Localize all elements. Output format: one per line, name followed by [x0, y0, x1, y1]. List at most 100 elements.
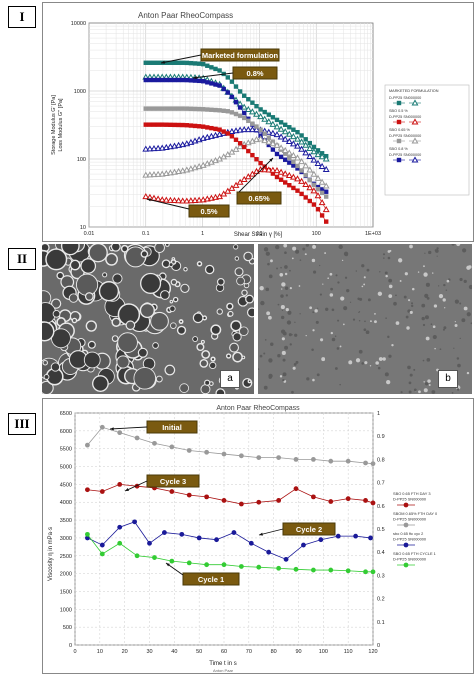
chart1-title: Anton Paar RheoCompass: [138, 11, 233, 20]
chart1-series-6-point: [287, 183, 292, 188]
chart1-series-0-point: [147, 60, 153, 65]
chart1-series-4-point: [213, 107, 218, 113]
chart1-series-0-point: [270, 115, 276, 120]
micrograph-b-droplet: [388, 354, 392, 358]
chart1-annotation-0-65-arrow-head: [269, 158, 273, 162]
micrograph-b-droplet: [331, 337, 336, 342]
micrograph-b-droplet: [282, 372, 287, 377]
chart2-series-1-point: [276, 455, 282, 461]
micrograph-b-droplet: [280, 266, 282, 269]
chart1-series-4-point: [184, 106, 190, 111]
micrograph-b-droplet: [346, 289, 350, 293]
chart1-series-6-point: [307, 198, 313, 204]
chart1-series-5-point: [273, 141, 281, 148]
chart1-series-2-point: [278, 154, 284, 160]
chart1-series-4-point: [205, 107, 210, 112]
micrograph-b-droplet: [314, 309, 318, 313]
micrograph-b-droplet: [266, 311, 271, 316]
micrograph-a-droplet: [170, 278, 178, 286]
chart1-series-5-point: [257, 135, 265, 142]
chart1-series-6-point: [295, 188, 300, 193]
micrograph-b-droplet: [446, 279, 450, 283]
chart1-series-3-point: [277, 133, 285, 140]
chart1-legend-swatch-marker: [396, 119, 402, 125]
chart1-series-0-point: [213, 66, 218, 72]
micrograph-a-droplet: [169, 305, 176, 312]
chart2-series-3-point: [169, 558, 175, 564]
chart1-series-3-point: [302, 149, 310, 156]
chart1-series-7-point: [302, 180, 310, 188]
chart1-series-3-point: [281, 135, 289, 142]
chart1-series-7-point: [142, 192, 150, 200]
micrograph-b-droplet: [268, 274, 273, 279]
chart2-y-tick-label: 5500: [60, 447, 72, 453]
chart1-series-0-point: [250, 100, 255, 105]
chart2-x-tick-label: 60: [221, 649, 227, 655]
chart1-series-7-point: [310, 187, 318, 194]
chart2-series-3-point: [293, 566, 299, 572]
micrograph-b-droplet: [423, 381, 425, 383]
micrograph-b-droplet: [423, 265, 425, 268]
micrograph-b-droplet: [270, 259, 273, 263]
micrograph-a-droplet: [192, 336, 199, 342]
chart1-annotation-0-8-arrow-head: [193, 75, 197, 80]
chart1-series-4-point: [299, 168, 304, 173]
micrograph-b-droplet: [260, 300, 265, 306]
chart1-series-6-point: [209, 125, 214, 131]
chart1-series-0-point: [168, 60, 173, 65]
micrograph-b-droplet: [293, 362, 297, 366]
micrograph-b-droplet: [382, 253, 386, 256]
micrograph-b-droplet: [265, 251, 270, 256]
chart1-series-4-point: [250, 121, 255, 126]
chart1-series-2-point: [184, 77, 190, 83]
chart2-series-3-point: [85, 531, 90, 537]
chart1-series-4-point: [180, 106, 185, 111]
micrograph-b-droplet: [459, 302, 462, 305]
chart1-legend-entry: SBO 0.5 %: [389, 109, 408, 113]
chart2-series-0-point: [311, 494, 316, 500]
chart1-series-0-point: [283, 122, 288, 128]
micrograph-a-droplet: [137, 347, 148, 358]
chart1-series-0-point: [143, 60, 148, 65]
micrograph-a-droplet: [42, 360, 48, 366]
chart1-series-2-point: [270, 147, 276, 152]
chart1-series-4-point: [303, 173, 308, 178]
chart2-series-3-point: [256, 564, 262, 570]
chart1-series-2-point: [209, 81, 214, 86]
chart2-series-0-point: [256, 499, 262, 505]
chart2-x-tick-label: 20: [122, 649, 128, 655]
chart2-series-line-1: [87, 426, 374, 465]
micrograph-b-droplet: [363, 283, 366, 286]
chart1-series-2-point: [225, 90, 231, 95]
chart1-series-1-point: [277, 125, 285, 132]
chart2-legend-swatch-marker: [403, 502, 409, 508]
chart1-series-1-point: [265, 118, 273, 125]
chart1-series-4-point: [225, 109, 231, 114]
chart1-series-0-point: [274, 117, 280, 123]
micrograph-b-droplet: [408, 390, 412, 394]
chart2-y2-tick-label: 0.9: [377, 434, 385, 440]
micrograph-b-droplet: [444, 307, 446, 309]
chart2-series-2-point: [214, 537, 219, 543]
micrograph-a-droplet: [216, 277, 225, 286]
micrograph-b-droplet: [466, 371, 470, 375]
chart1-series-2-point: [233, 100, 239, 105]
chart1-series-2-point: [205, 80, 210, 85]
chart2-series-3-point: [238, 564, 244, 569]
chart2-title: Anton Paar RheoCompass: [216, 405, 300, 412]
micrograph-b-droplet: [438, 294, 444, 299]
chart2-y2-tick-label: 0.2: [377, 597, 385, 603]
micrograph-a: a: [42, 244, 254, 394]
micrograph-b-droplet: [377, 291, 383, 296]
chart1-series-6-point: [278, 177, 284, 182]
chart2-y2-tick-label: 1: [377, 411, 380, 417]
chart1-series-4-point: [295, 163, 300, 169]
micrograph-b-droplet: [389, 249, 392, 252]
chart1-series-0-point: [155, 60, 161, 65]
chart1-series-6-point: [283, 180, 288, 185]
chart1-y-tick-label: 10000: [71, 21, 86, 27]
micrograph-a-droplet: [245, 294, 254, 304]
chart2-series-3-point: [276, 565, 282, 571]
micrograph-b-droplet: [358, 311, 360, 313]
micrograph-a-droplet: [234, 256, 240, 261]
